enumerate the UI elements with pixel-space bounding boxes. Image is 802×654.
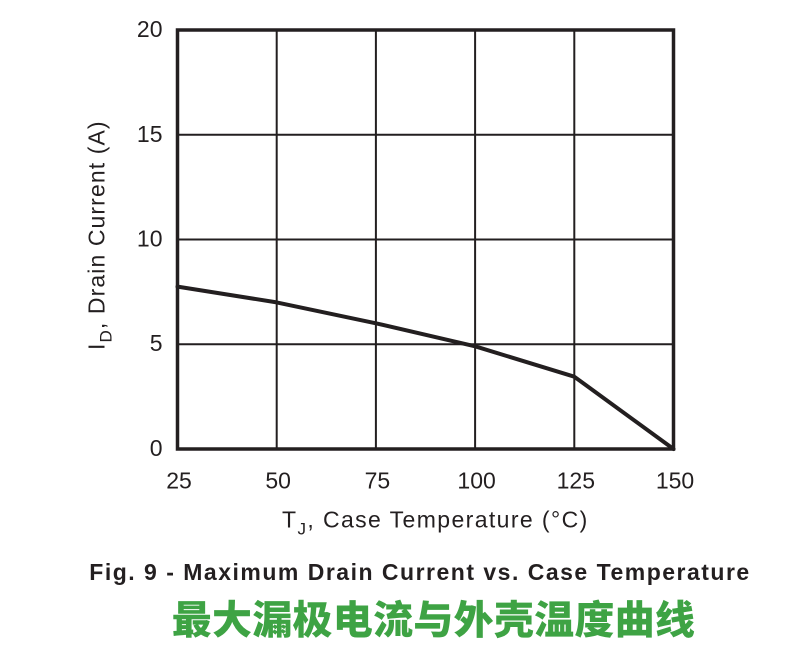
svg-text:TJ, Case Temperature (°C): TJ, Case Temperature (°C): [282, 507, 589, 539]
svg-text:0: 0: [150, 435, 163, 461]
svg-text:75: 75: [365, 468, 391, 494]
svg-text:100: 100: [457, 468, 495, 494]
svg-text:Fig. 9 - Maximum Drain Current: Fig. 9 - Maximum Drain Current vs. Case …: [89, 559, 750, 585]
svg-text:15: 15: [137, 121, 163, 147]
svg-text:25: 25: [166, 468, 192, 494]
svg-text:150: 150: [656, 468, 694, 494]
svg-text:ID, Drain Current (A): ID, Drain Current (A): [84, 120, 116, 350]
svg-text:50: 50: [265, 468, 291, 494]
svg-text:20: 20: [137, 16, 163, 42]
svg-text:10: 10: [137, 226, 163, 252]
svg-text:5: 5: [150, 330, 163, 356]
svg-text:125: 125: [557, 468, 595, 494]
